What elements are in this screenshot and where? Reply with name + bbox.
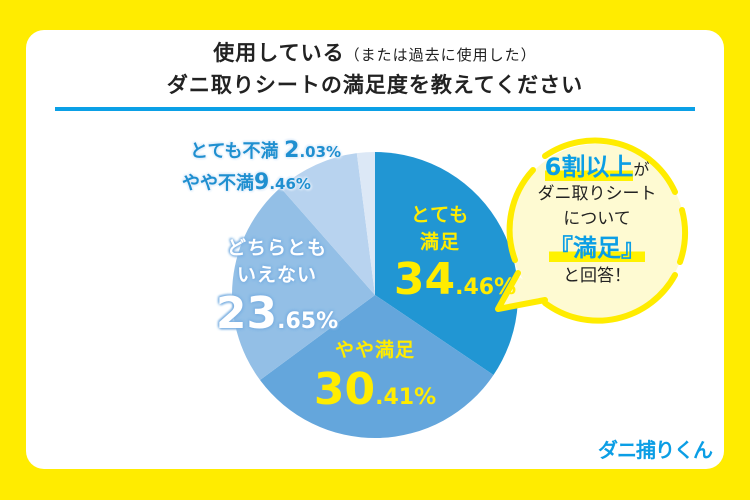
callout-emphasis: 『満足』 (549, 234, 645, 262)
value-dec: .65% (277, 309, 339, 334)
title-underline (55, 107, 695, 111)
pie-slice (375, 152, 518, 376)
label-somewhat-satisfied: やや満足 (315, 337, 435, 364)
callout-highlight: 6割以上 (544, 153, 634, 181)
callout-line3: について (563, 209, 631, 229)
value-int: 30 (313, 364, 376, 415)
value-dec: .03% (299, 143, 342, 161)
speech-bubble (495, 137, 688, 324)
label-text: 満足 (419, 231, 460, 253)
label-very-satisfied: とても 満足 (395, 202, 485, 256)
page-title: 使用している（または過去に使用した） ダニ取りシートの満足度を教えてください (0, 38, 750, 100)
title-main: 使用している (213, 41, 345, 65)
label-very-dissatisfied: とても不満 2.03% (190, 137, 390, 163)
value-int: 2 (284, 138, 300, 163)
label-text: やや不満 (182, 173, 254, 194)
pie-slices (232, 152, 518, 439)
pie-slice (280, 153, 375, 295)
label-text: どちらとも (226, 237, 327, 259)
callout-text-ga: が (633, 160, 650, 179)
value-dec: .46% (455, 275, 517, 300)
label-text: とても不満 (190, 141, 279, 162)
value-somewhat-satisfied: 30.41% (310, 368, 440, 412)
callout-line5: と回答！ (563, 266, 631, 286)
label-text: とても (410, 204, 470, 226)
pie-slice (356, 152, 375, 295)
value-very-satisfied: 34.46% (390, 258, 520, 302)
title-line2: ダニ取りシートの満足度を教えてください (166, 73, 584, 97)
pie-slice (260, 295, 494, 439)
label-somewhat-dissatisfied: やや不満9.46% (182, 169, 382, 195)
pie-slice (232, 187, 375, 381)
label-neutral: どちらとも いえない (222, 235, 332, 289)
value-int: 34 (393, 254, 456, 305)
value-int: 9 (254, 170, 270, 195)
label-text: いえない (236, 264, 317, 286)
value-int: 23 (215, 288, 278, 339)
value-dec: .46% (269, 175, 311, 193)
callout-text: 6割以上が ダニ取りシート について 『満足』 と回答！ (507, 153, 687, 289)
brand-logo: ダニ捕りくん (598, 438, 713, 462)
value-dec: .41% (375, 385, 437, 410)
callout-line2: ダニ取りシート (537, 184, 657, 204)
title-sub: （または過去に使用した） (344, 46, 537, 64)
value-neutral: 23.65% (212, 292, 342, 336)
label-text: やや満足 (334, 339, 415, 361)
